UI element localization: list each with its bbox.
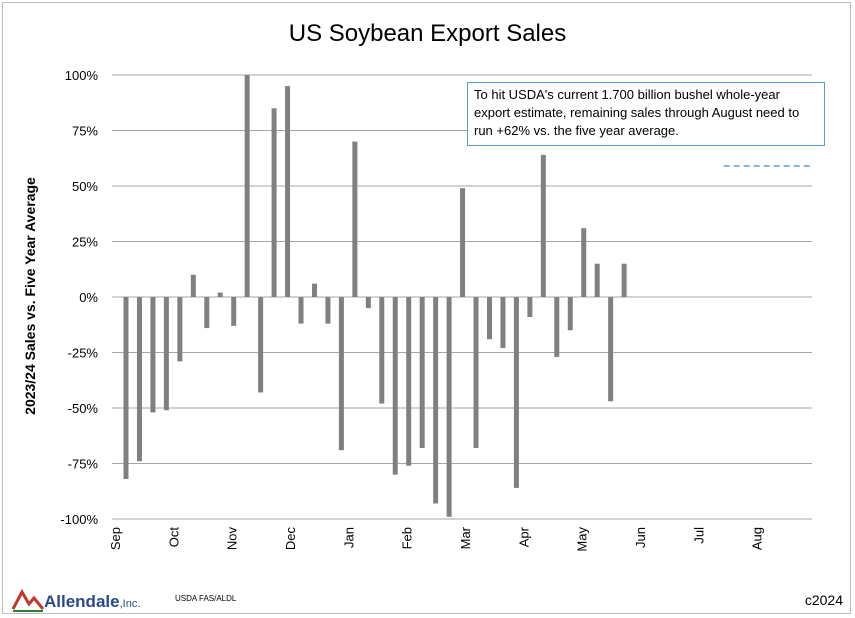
x-tick-label: Sep [108,527,123,550]
allendale-logo-icon [12,588,44,612]
bar [392,297,398,475]
y-tick-label: 100% [65,68,99,83]
x-tick-label: May [575,527,590,552]
x-tick-label: Aug [750,527,765,550]
x-tick-label: Feb [400,527,415,549]
x-tick-label: Jun [633,527,648,548]
bar [446,297,452,517]
bar [473,297,479,448]
bar [365,297,371,309]
bar [271,108,277,297]
logo-name: Allendale [44,592,120,611]
source-note: USDA FAS/ALDL [175,594,237,603]
y-tick-label: -100% [60,512,98,527]
annotation-box: To hit USDA's current 1.700 billion bush… [467,82,825,146]
bar [338,297,344,451]
bar [406,297,412,466]
bar [123,297,129,480]
x-tick-label: Apr [516,526,531,547]
x-tick-label: Jul [691,527,706,544]
bar [621,263,627,297]
y-tick-label: -75% [68,457,99,472]
bar [231,297,237,326]
x-tick-label: Mar [458,526,473,549]
bar [190,274,196,297]
bar [379,297,385,404]
y-tick-label: 75% [72,124,98,139]
bar [244,75,250,297]
bar [486,297,492,340]
bar [433,297,439,504]
bar [217,292,223,297]
bar [325,297,331,324]
y-tick-label: 50% [72,179,98,194]
bar [567,297,573,331]
bar [500,297,506,349]
bar [594,263,600,297]
bar [258,297,264,393]
bar [311,283,317,297]
x-tick-label: Jan [341,527,356,548]
bar [419,297,425,448]
bar [513,297,519,488]
y-tick-label: 25% [72,235,98,250]
bar [460,188,466,297]
logo-wordmark: Allendale,Inc. [44,592,140,612]
bar [527,297,533,317]
bar [177,297,183,362]
bar [136,297,142,462]
bar [204,297,210,329]
y-tick-label: -50% [68,401,99,416]
logo-suffix: ,Inc. [119,598,141,610]
bar [163,297,169,411]
bar [298,297,304,324]
copyright: c2024 [804,592,843,608]
x-tick-label: Nov [225,527,240,551]
x-tick-label: Oct [166,527,181,548]
bar [608,297,614,402]
chart-title: US Soybean Export Sales [288,20,567,47]
y-tick-label: 0% [79,290,98,305]
bar [352,141,358,297]
x-tick-label: Dec [283,527,298,551]
bar [540,154,546,297]
bar [554,297,560,357]
bar [150,297,156,413]
bar [285,86,291,297]
y-tick-label: -25% [68,346,99,361]
bar [581,228,587,297]
